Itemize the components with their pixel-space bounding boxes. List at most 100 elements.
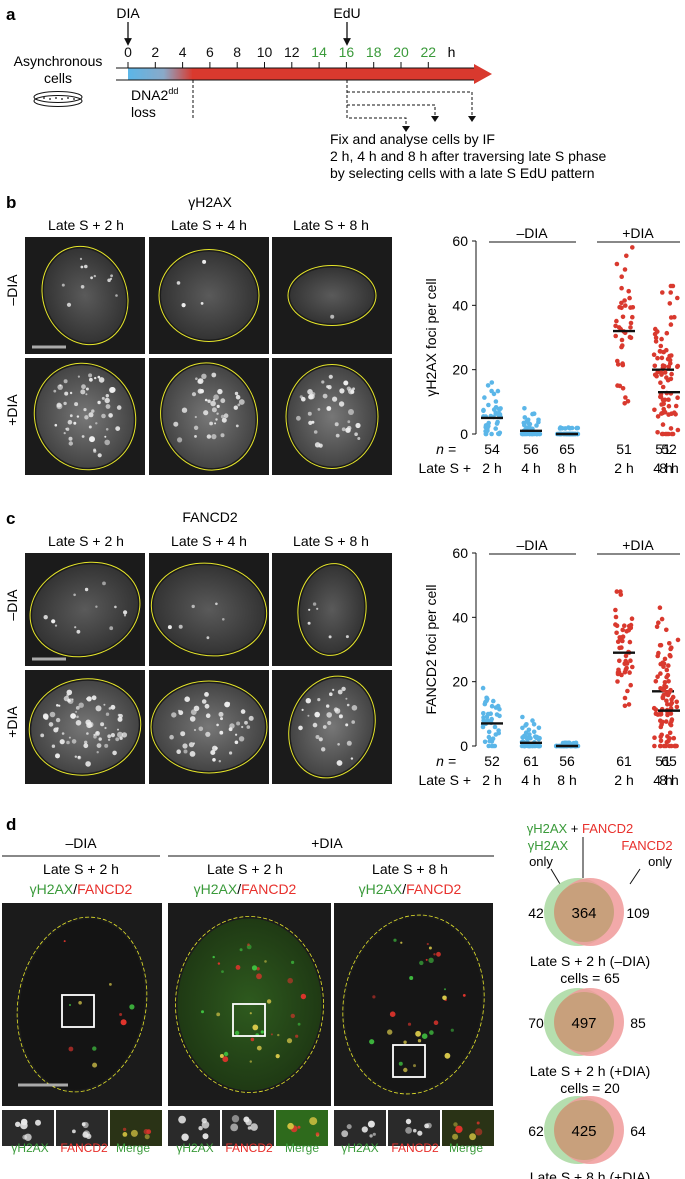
data-point <box>662 656 668 662</box>
data-point <box>675 395 680 401</box>
n-row-label: n = <box>436 441 456 457</box>
data-point <box>489 380 495 385</box>
data-point <box>623 653 629 659</box>
d-cond-2: Late S + 2 h <box>207 861 283 877</box>
micrograph-c-plus-1 <box>25 670 145 784</box>
data-point <box>656 650 661 656</box>
data-point <box>656 620 661 625</box>
data-point <box>652 363 658 369</box>
data-point <box>666 690 671 695</box>
data-point <box>658 671 663 676</box>
data-point <box>557 426 563 431</box>
time-category: 2 h <box>614 772 633 788</box>
y-tick-label: 0 <box>460 738 468 754</box>
time-category: 8 h <box>659 772 678 788</box>
dia-label: DIA <box>116 5 140 21</box>
data-point <box>666 397 671 403</box>
hour-tick-0: 0 <box>124 44 132 60</box>
data-point <box>497 713 502 719</box>
data-point <box>563 426 568 431</box>
data-point <box>668 426 674 431</box>
time-category: 8 h <box>659 460 678 476</box>
data-point <box>665 672 671 678</box>
data-point <box>531 729 537 735</box>
data-point <box>626 702 632 707</box>
time-category: 2 h <box>482 460 501 476</box>
data-point <box>628 305 633 310</box>
data-point <box>526 727 532 733</box>
data-point <box>619 672 624 678</box>
data-point <box>660 290 665 295</box>
data-point <box>489 431 494 437</box>
micrograph-c-plus-2 <box>149 670 269 784</box>
data-point <box>574 425 579 431</box>
data-point <box>664 667 670 673</box>
data-point <box>481 408 486 414</box>
hour-tick-20: 20 <box>393 44 409 60</box>
d-stain-3: γH2AX/FANCD2 <box>359 881 462 897</box>
data-point <box>658 380 663 386</box>
data-point <box>613 607 618 613</box>
data-point <box>655 430 660 435</box>
data-point <box>613 614 619 620</box>
data-point <box>662 370 668 375</box>
venn-left-value: 42 <box>528 905 544 921</box>
data-point <box>670 694 676 700</box>
inset-label-m2: Merge <box>285 1141 319 1155</box>
data-point <box>620 627 625 633</box>
panel-c-col-3: Late S + 8 h <box>293 533 369 549</box>
time-category: 4 h <box>653 772 672 788</box>
data-point <box>622 669 628 675</box>
data-point <box>522 406 527 411</box>
inset-2-1 <box>168 1110 220 1146</box>
data-point <box>670 283 676 289</box>
time-category: 4 h <box>653 460 672 476</box>
data-point <box>481 711 486 716</box>
data-point <box>628 682 633 688</box>
data-point <box>614 318 619 324</box>
hour-tick-8: 8 <box>233 44 241 60</box>
data-point <box>653 707 659 712</box>
d-minus-dia: –DIA <box>65 835 97 851</box>
time-category: 2 h <box>482 772 501 788</box>
data-point <box>653 679 659 684</box>
timeline-bar-blue <box>128 68 193 80</box>
data-point <box>663 684 669 690</box>
nucleus-outline <box>29 561 141 658</box>
data-point <box>619 285 624 291</box>
data-point <box>664 719 669 724</box>
data-point <box>660 695 666 701</box>
n-value: 52 <box>661 441 677 457</box>
nucleus-outline <box>158 249 260 342</box>
inset-label-r1: FANCD2 <box>60 1141 108 1155</box>
data-point <box>660 719 665 725</box>
hour-tick-12: 12 <box>284 44 300 60</box>
data-point <box>622 267 628 272</box>
data-point <box>530 743 535 749</box>
data-point <box>620 638 625 644</box>
data-point <box>669 645 674 650</box>
data-point <box>531 411 537 417</box>
data-point <box>481 715 486 720</box>
data-point <box>664 627 669 633</box>
panel-d: d –DIA +DIA Late S + 2 h Late S + 2 h La… <box>2 815 673 1179</box>
data-point <box>652 372 658 378</box>
data-point <box>674 699 679 705</box>
venn-right-value: 109 <box>626 905 650 921</box>
data-point <box>625 688 630 694</box>
nucleus-outline <box>285 364 379 469</box>
data-point <box>658 738 664 744</box>
inset-label-m1: Merge <box>116 1141 150 1155</box>
time-row-label: Late S + <box>418 772 471 788</box>
venn-condition-label: Late S + 8 h (+DIA) <box>530 1169 651 1179</box>
data-point <box>664 375 669 380</box>
y-axis-label: γH2AX foci per cell <box>423 278 439 396</box>
venn-condition-label: Late S + 2 h (+DIA) <box>530 1063 651 1079</box>
timeline-bar-red <box>192 68 474 80</box>
inset-1-2 <box>56 1110 108 1146</box>
data-point <box>669 371 674 377</box>
data-point <box>675 637 681 643</box>
data-point <box>675 295 680 301</box>
micrograph-b-minus-2 <box>149 237 269 354</box>
panel-b-col-2: Late S + 4 h <box>171 217 247 233</box>
